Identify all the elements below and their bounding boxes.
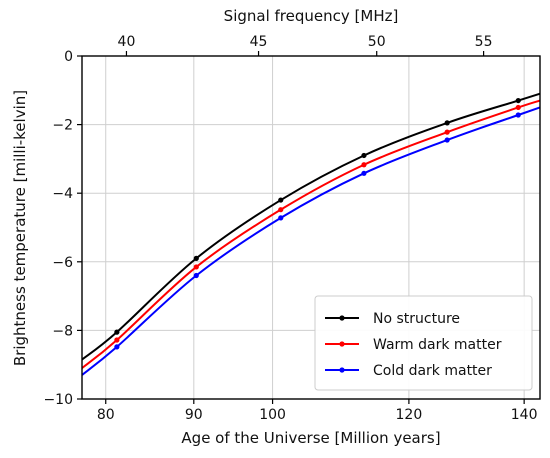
series-point [114,329,120,335]
series-point [361,152,367,159]
legend-swatch-marker [339,315,345,321]
series-point [193,264,199,270]
series-point [278,207,284,213]
y-tick-label: 0 [64,49,73,65]
series-point [114,344,120,350]
legend-label: Cold dark matter [373,363,492,379]
series-line [82,92,540,361]
x-tick-label: 140 [511,407,538,423]
series-point [444,129,450,135]
y-tick-label: −10 [43,392,73,408]
legend-swatch-marker [339,341,345,347]
y-tick-label: −4 [52,186,73,202]
legend: No structure Warm dark matter Cold dark ma… [314,295,533,391]
legend-label: Warm dark matter [373,337,502,353]
x-tick-label: 90 [185,407,203,423]
series-point [444,137,450,143]
series-point [515,112,521,118]
series-point [444,120,450,126]
x-tick-label: 100 [259,407,286,423]
series-point [361,162,367,168]
series-line [82,106,540,376]
ticks: 80 90 100 120 140 0 −2 −4 −6 −8 −10 40 45 50 55 [43,34,537,423]
x2-tick-label: 50 [368,34,386,50]
y-tick-label: −8 [52,323,73,339]
plot-frame [81,55,541,400]
series-point [515,97,521,104]
y-tick-label: −2 [52,118,73,134]
legend-swatch-marker [339,367,345,373]
x-tick-label: 120 [396,407,423,423]
series-point [193,255,199,261]
series-point [515,104,521,111]
x-tick-label: 80 [97,407,115,423]
series-point [193,272,199,279]
x2-tick-label: 40 [118,34,136,50]
series-point [278,215,284,221]
series-line [82,99,540,369]
series-layer [82,92,540,376]
x2-tick-label: 45 [250,34,268,50]
legend-label: No structure [373,311,460,327]
series-point [278,197,284,203]
x2-tick-label: 55 [475,34,493,50]
series-point [114,337,120,343]
y-axis-title: Brightness temperature [milli-kelvin] [11,90,29,366]
series-point [361,170,367,176]
legend-box [314,295,533,391]
x2-axis-title: Signal frequency [MHz] [224,7,399,25]
y-tick-label: −6 [52,255,73,271]
x-axis-title: Age of the Universe [Million years] [181,429,440,447]
